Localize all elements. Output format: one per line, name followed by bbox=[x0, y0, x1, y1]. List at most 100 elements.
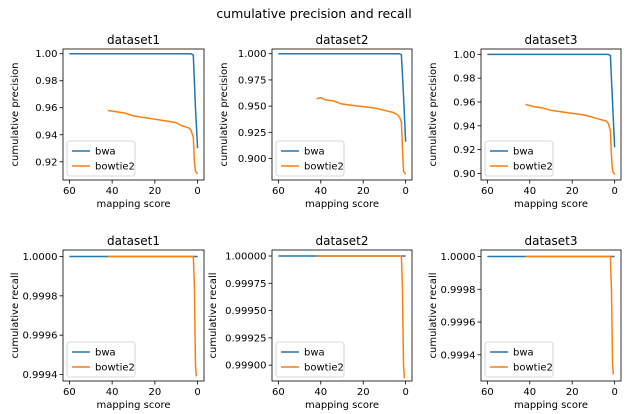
y-tick-label: 0.96 bbox=[35, 103, 57, 114]
legend: bwa bowtie2 bbox=[66, 341, 136, 378]
plot-frame bbox=[62, 249, 205, 382]
x-tick-label: 0 bbox=[194, 387, 200, 398]
legend-label-bowtie2: bowtie2 bbox=[304, 363, 344, 374]
y-tick-label: 0.9998 bbox=[23, 291, 58, 302]
series-line-bowtie2 bbox=[316, 96, 407, 175]
x-tick-label: 20 bbox=[148, 387, 161, 398]
y-tick-label: 0.99975 bbox=[225, 279, 266, 290]
subplot-5: dataset2 60 40 20 0 0.99900 0.99925 0.99950 0.99… bbox=[208, 234, 413, 411]
x-tick-label: 40 bbox=[314, 387, 327, 398]
legend-box bbox=[66, 341, 136, 378]
y-tick-label: 0.9994 bbox=[23, 370, 58, 381]
y-tick-label: 0.9994 bbox=[441, 350, 476, 361]
series-line-bowtie2 bbox=[107, 255, 198, 377]
y-axis-label: cumulative precision bbox=[428, 63, 439, 167]
y-tick-label: 0.98 bbox=[35, 76, 57, 87]
x-tick-label: 60 bbox=[272, 387, 285, 398]
plot-frame bbox=[62, 48, 205, 181]
series-line-bwa bbox=[278, 52, 407, 142]
x-tick-label: 0 bbox=[611, 186, 617, 197]
y-tick-label: 0.96 bbox=[453, 97, 475, 108]
x-tick-label: 60 bbox=[481, 387, 494, 398]
x-tick-label: 40 bbox=[106, 186, 119, 197]
x-axis-label: mapping score bbox=[96, 199, 170, 210]
subplot-6: dataset3 60 40 20 0 0.9994 0.9996 0.9998 1.0000 m… bbox=[428, 234, 622, 411]
x-axis-label: mapping score bbox=[514, 199, 588, 210]
subplot-4: dataset1 60 40 20 0 0.9994 0.9996 0.9998 1.0000 m… bbox=[10, 234, 205, 411]
x-tick-label: 60 bbox=[63, 186, 76, 197]
legend-label-bwa: bwa bbox=[95, 348, 116, 359]
legend-label-bwa: bwa bbox=[304, 147, 325, 158]
y-tick-label: 0.90 bbox=[453, 169, 475, 180]
legend: bwa bowtie2 bbox=[275, 341, 345, 378]
x-tick-label: 20 bbox=[357, 387, 370, 398]
x-axis-label: mapping score bbox=[305, 199, 379, 210]
y-tick-label: 0.950 bbox=[238, 102, 267, 113]
subplot-grid: dataset1 60 40 20 0 0.92 0.94 0.96 0.98 1.00 mappi… bbox=[10, 33, 622, 411]
series-line-bowtie2 bbox=[525, 255, 615, 375]
y-tick-label: 1.00 bbox=[35, 49, 57, 60]
panel-title: dataset2 bbox=[315, 33, 368, 47]
legend-box bbox=[484, 140, 554, 177]
legend-label-bwa: bwa bbox=[304, 348, 325, 359]
subplot-1: dataset1 60 40 20 0 0.92 0.94 0.96 0.98 1.00 mappi… bbox=[10, 33, 205, 210]
x-axis-label: mapping score bbox=[514, 400, 588, 411]
series-line-bowtie2 bbox=[316, 255, 406, 379]
panel-title: dataset1 bbox=[107, 33, 160, 47]
y-tick-label: 1.00 bbox=[453, 50, 475, 61]
y-tick-label: 0.98 bbox=[453, 74, 475, 85]
y-tick-label: 0.92 bbox=[35, 157, 57, 168]
x-tick-label: 60 bbox=[481, 186, 494, 197]
x-axis-label: mapping score bbox=[96, 400, 170, 411]
series-line-bwa bbox=[69, 52, 199, 149]
legend: bwa bowtie2 bbox=[484, 140, 554, 177]
x-tick-label: 40 bbox=[106, 387, 119, 398]
y-tick-label: 0.94 bbox=[453, 121, 475, 132]
legend: bwa bowtie2 bbox=[275, 140, 345, 177]
legend-box bbox=[66, 140, 136, 177]
x-tick-label: 20 bbox=[566, 186, 579, 197]
plot-frame bbox=[271, 249, 413, 382]
legend-label-bowtie2: bowtie2 bbox=[513, 162, 553, 173]
y-tick-label: 0.925 bbox=[238, 128, 267, 139]
legend-label-bowtie2: bowtie2 bbox=[95, 162, 135, 173]
x-tick-label: 20 bbox=[357, 186, 370, 197]
y-axis-label: cumulative recall bbox=[428, 273, 439, 359]
x-tick-label: 40 bbox=[314, 186, 327, 197]
x-tick-label: 40 bbox=[523, 387, 536, 398]
legend-box bbox=[484, 341, 554, 378]
y-tick-label: 0.99950 bbox=[225, 306, 266, 317]
panel-title: dataset1 bbox=[107, 234, 160, 248]
y-tick-label: 1.000 bbox=[238, 49, 267, 60]
y-tick-label: 0.99900 bbox=[225, 361, 266, 372]
panel-title: dataset3 bbox=[524, 234, 577, 248]
legend-label-bowtie2: bowtie2 bbox=[513, 363, 553, 374]
plot-frame bbox=[480, 249, 622, 382]
plot-frame bbox=[480, 48, 622, 181]
series-line-bowtie2 bbox=[525, 103, 616, 176]
x-tick-label: 20 bbox=[566, 387, 579, 398]
legend-label-bwa: bwa bbox=[513, 147, 534, 158]
legend-label-bowtie2: bowtie2 bbox=[95, 363, 135, 374]
y-tick-label: 0.900 bbox=[238, 154, 267, 165]
legend-label-bwa: bwa bbox=[513, 348, 534, 359]
legend-label-bwa: bwa bbox=[95, 147, 116, 158]
x-tick-label: 0 bbox=[402, 387, 408, 398]
panel-title: dataset3 bbox=[524, 33, 577, 47]
panel-title: dataset2 bbox=[315, 234, 368, 248]
plot-frame bbox=[271, 48, 413, 181]
legend: bwa bowtie2 bbox=[66, 140, 136, 177]
y-tick-label: 0.99925 bbox=[225, 333, 266, 344]
y-tick-label: 1.0000 bbox=[441, 252, 476, 263]
x-tick-label: 60 bbox=[272, 186, 285, 197]
y-axis-label: cumulative precision bbox=[219, 63, 230, 167]
x-tick-label: 40 bbox=[523, 186, 536, 197]
x-axis-label: mapping score bbox=[305, 400, 379, 411]
y-axis-label: cumulative recall bbox=[10, 273, 21, 359]
x-tick-label: 20 bbox=[148, 186, 161, 197]
y-tick-label: 0.92 bbox=[453, 145, 475, 156]
subplot-2: dataset2 60 40 20 0 0.900 0.925 0.950 0.975 1.000… bbox=[219, 33, 413, 210]
series-line-bowtie2 bbox=[107, 109, 199, 175]
legend-label-bowtie2: bowtie2 bbox=[304, 162, 344, 173]
x-tick-label: 60 bbox=[63, 387, 76, 398]
